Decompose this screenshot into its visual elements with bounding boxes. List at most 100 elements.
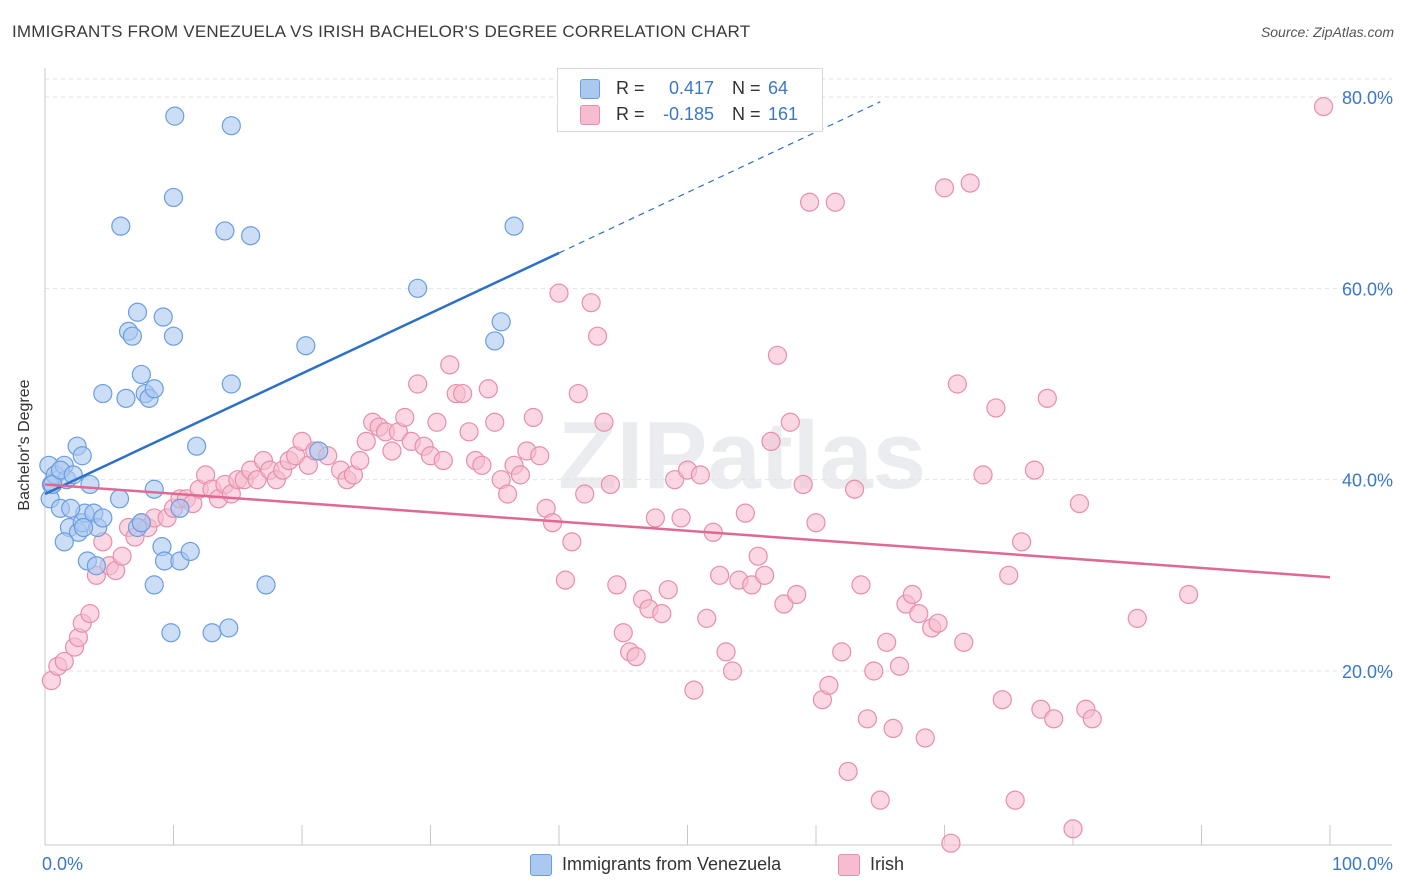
data-point-irish xyxy=(453,383,473,404)
data-point-irish xyxy=(510,465,531,485)
data-point-irish xyxy=(1005,790,1025,810)
data-point-irish xyxy=(754,565,775,585)
data-point-venezuela xyxy=(131,513,151,533)
data-point-irish xyxy=(555,570,576,590)
data-point-irish xyxy=(1313,96,1334,117)
irish-points xyxy=(41,96,1334,853)
data-point-venezuela xyxy=(80,474,100,495)
data-point-irish xyxy=(915,728,935,748)
data-point-irish xyxy=(851,575,871,595)
data-point-irish xyxy=(774,594,794,614)
data-point-venezuela xyxy=(170,498,190,518)
data-point-irish xyxy=(1082,709,1102,729)
data-point-irish xyxy=(825,192,845,212)
data-point-irish xyxy=(530,446,550,466)
data-point-irish xyxy=(857,709,878,729)
data-point-venezuela xyxy=(61,498,81,518)
data-point-venezuela xyxy=(127,302,148,322)
source-label: Source: ZipAtlas.com xyxy=(1260,24,1394,40)
data-point-irish xyxy=(690,465,710,485)
legend-swatch-pink xyxy=(580,105,600,125)
data-point-irish xyxy=(684,680,704,700)
data-point-venezuela xyxy=(408,278,428,298)
data-point-irish xyxy=(748,546,768,566)
data-point-irish xyxy=(973,465,993,485)
data-point-irish xyxy=(1031,699,1051,719)
data-point-irish xyxy=(459,422,479,442)
data-point-irish xyxy=(767,345,788,365)
data-point-irish xyxy=(710,565,730,585)
data-point-irish xyxy=(1179,584,1199,605)
y-tick-label: 20.0% xyxy=(1342,662,1393,682)
data-point-irish xyxy=(883,718,903,739)
data-point-venezuela xyxy=(296,336,316,356)
data-point-irish xyxy=(658,580,678,600)
legend-n-value: 64 xyxy=(768,78,789,98)
data-point-venezuela xyxy=(221,116,241,136)
data-point-irish xyxy=(575,484,595,504)
data-point-venezuela xyxy=(144,479,164,499)
legend-r-value: -0.185 xyxy=(662,104,714,124)
data-point-venezuela xyxy=(221,374,241,394)
x-tick-label-max: 100.0% xyxy=(1332,854,1393,874)
axes xyxy=(44,68,1392,846)
data-point-venezuela xyxy=(504,216,524,236)
data-point-venezuela xyxy=(109,489,130,509)
data-point-venezuela xyxy=(73,517,94,538)
data-point-irish xyxy=(742,575,762,595)
data-point-irish xyxy=(986,398,1006,418)
y-tick-label: 80.0% xyxy=(1342,88,1393,108)
legend-n-label: N = xyxy=(732,104,761,124)
data-point-venezuela xyxy=(163,326,184,346)
data-point-venezuela xyxy=(93,383,113,404)
data-point-irish xyxy=(568,383,588,404)
data-point-irish xyxy=(992,690,1012,710)
data-point-venezuela xyxy=(131,364,151,385)
y-axis-label: Bachelor's Degree xyxy=(16,379,33,511)
data-point-venezuela xyxy=(161,623,181,643)
data-point-irish xyxy=(934,178,955,198)
data-point-irish xyxy=(697,608,717,628)
data-point-irish xyxy=(472,455,492,475)
data-point-irish xyxy=(864,661,884,681)
data-point-venezuela xyxy=(122,326,142,346)
data-point-venezuela xyxy=(54,532,74,552)
data-point-irish xyxy=(960,173,980,193)
data-point-irish xyxy=(999,565,1019,585)
watermark: ZIPatlas xyxy=(558,402,926,509)
data-point-irish xyxy=(1063,819,1083,839)
venezuela-points xyxy=(39,106,524,643)
data-point-irish xyxy=(562,532,582,552)
data-point-irish xyxy=(1024,460,1045,480)
legend-r-value: 0.417 xyxy=(668,78,714,98)
legend-n-label: N = xyxy=(732,78,761,98)
data-point-irish xyxy=(292,431,312,451)
data-point-irish xyxy=(870,790,890,810)
data-point-venezuela xyxy=(93,508,113,528)
data-point-irish xyxy=(902,584,922,605)
data-point-irish xyxy=(652,603,672,624)
data-point-venezuela xyxy=(153,307,173,327)
data-point-irish xyxy=(954,632,974,652)
data-point-irish xyxy=(613,623,633,643)
data-point-irish xyxy=(549,283,569,303)
data-point-irish xyxy=(626,647,646,667)
data-point-irish xyxy=(665,470,685,490)
data-point-irish xyxy=(819,675,839,695)
data-point-irish xyxy=(671,508,691,528)
data-point-irish xyxy=(947,374,967,394)
data-point-irish xyxy=(1044,709,1064,729)
data-point-irish xyxy=(440,355,460,375)
data-point-irish xyxy=(1011,532,1032,552)
data-point-irish xyxy=(600,474,621,495)
legend-swatch-blue xyxy=(530,854,552,876)
legend-r-label: R = xyxy=(616,104,645,124)
data-point-irish xyxy=(716,642,736,662)
data-point-irish xyxy=(587,326,608,346)
data-point-irish xyxy=(909,603,929,624)
data-point-venezuela xyxy=(86,556,107,576)
trend-line-irish xyxy=(44,483,1331,579)
data-point-irish xyxy=(735,503,755,523)
data-point-venezuela xyxy=(219,618,239,638)
